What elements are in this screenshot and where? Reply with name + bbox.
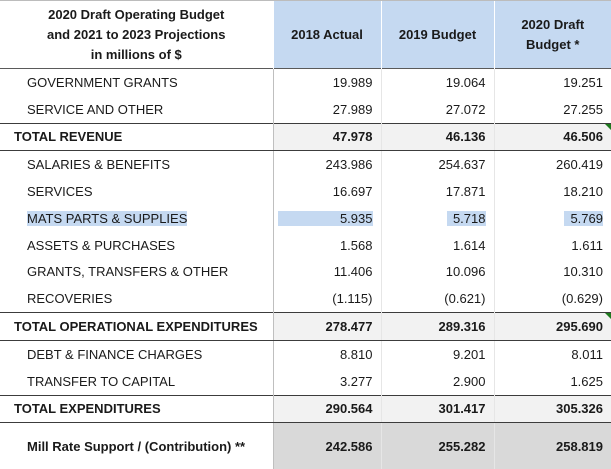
cell-2020[interactable]: 260.419 [494,151,611,178]
row-label[interactable]: TRANSFER TO CAPITAL [0,368,273,395]
total-row: TOTAL REVENUE 47.978 46.136 46.506 [0,123,611,151]
row-label[interactable]: TOTAL EXPENDITURES [0,395,273,423]
cell-2019[interactable]: 10.096 [381,259,494,286]
row-label[interactable]: SERVICES [0,178,273,205]
cell-2020[interactable]: 27.255 [494,96,611,123]
cell-2020[interactable]: 18.210 [494,178,611,205]
cell-value: 295.690 [556,319,603,334]
col-header-2020[interactable]: 2020 Draft Budget * [494,1,611,69]
cell-2018[interactable]: 1.568 [273,232,381,259]
cell-2019[interactable]: 27.072 [381,96,494,123]
row-label[interactable]: DEBT & FINANCE CHARGES [0,340,273,367]
cell-2020[interactable]: 1.625 [494,368,611,395]
cell-2020[interactable]: 258.819 [494,423,611,469]
cell-2019[interactable]: (0.621) [381,285,494,312]
cell-2019[interactable]: 289.316 [381,313,494,341]
table-row: SERVICES 16.697 17.871 18.210 [0,178,611,205]
cell-2019[interactable]: 1.614 [381,232,494,259]
cell-2018[interactable]: 242.586 [273,423,381,469]
header-row: 2020 Draft Operating Budget and 2021 to … [0,1,611,69]
mill-rate-row: Mill Rate Support / (Contribution) ** 24… [0,423,611,469]
row-label[interactable]: Mill Rate Support / (Contribution) ** [0,423,273,469]
table-title-header[interactable]: 2020 Draft Operating Budget and 2021 to … [0,1,273,69]
cell-2020[interactable]: 295.690 [494,313,611,341]
row-label[interactable]: TOTAL OPERATIONAL EXPENDITURES [0,313,273,341]
row-label[interactable]: GOVERNMENT GRANTS [0,69,273,96]
row-label[interactable]: MATS PARTS & SUPPLIES [0,205,273,232]
table-row: ASSETS & PURCHASES 1.568 1.614 1.611 [0,232,611,259]
cell-2018[interactable]: 8.810 [273,340,381,367]
cell-2020[interactable]: 5.769 [494,205,611,232]
cell-2018[interactable]: 19.989 [273,69,381,96]
cell-2020[interactable]: 8.011 [494,340,611,367]
total-row: TOTAL OPERATIONAL EXPENDITURES 278.477 2… [0,313,611,341]
row-label[interactable]: TOTAL REVENUE [0,123,273,151]
cell-2019[interactable]: 17.871 [381,178,494,205]
title-line-3: in millions of $ [0,45,273,65]
cell-2018[interactable]: 278.477 [273,313,381,341]
cell-2020[interactable]: (0.629) [494,285,611,312]
selected-text: 5.935 [278,211,373,226]
cell-2019[interactable]: 19.064 [381,69,494,96]
row-label[interactable]: RECOVERIES [0,285,273,312]
table-row: DEBT & FINANCE CHARGES 8.810 9.201 8.011 [0,340,611,367]
table-row: SALARIES & BENEFITS 243.986 254.637 260.… [0,151,611,178]
cell-2019[interactable]: 5.718 [381,205,494,232]
cell-2018[interactable]: 47.978 [273,123,381,151]
cell-2020[interactable]: 305.326 [494,395,611,423]
table-row: SERVICE AND OTHER 27.989 27.072 27.255 [0,96,611,123]
cell-value: 46.506 [563,129,603,144]
selected-text: MATS PARTS & SUPPLIES [27,211,187,226]
cell-2019[interactable]: 254.637 [381,151,494,178]
table-row: TRANSFER TO CAPITAL 3.277 2.900 1.625 [0,368,611,395]
cell-2019[interactable]: 9.201 [381,340,494,367]
table-row: GOVERNMENT GRANTS 19.989 19.064 19.251 [0,69,611,96]
selected-text: 5.718 [447,211,486,226]
col-header-2018[interactable]: 2018 Actual [273,1,381,69]
col-header-2019[interactable]: 2019 Budget [381,1,494,69]
cell-2018[interactable]: 243.986 [273,151,381,178]
cell-2018[interactable]: (1.115) [273,285,381,312]
title-line-1: 2020 Draft Operating Budget [0,5,273,25]
cell-2018[interactable]: 290.564 [273,395,381,423]
comment-indicator-icon [605,124,611,130]
row-label[interactable]: GRANTS, TRANSFERS & OTHER [0,259,273,286]
cell-2018[interactable]: 3.277 [273,368,381,395]
cell-2018[interactable]: 27.989 [273,96,381,123]
cell-2020[interactable]: 46.506 [494,123,611,151]
cell-2020[interactable]: 1.611 [494,232,611,259]
table-row-selected: MATS PARTS & SUPPLIES 5.935 5.718 5.769 [0,205,611,232]
title-line-2: and 2021 to 2023 Projections [0,25,273,45]
cell-2020[interactable]: 10.310 [494,259,611,286]
table-row: GRANTS, TRANSFERS & OTHER 11.406 10.096 … [0,259,611,286]
col-2020-line-1: 2020 Draft [495,15,611,35]
col-2020-line-2: Budget * [495,35,611,55]
cell-2020[interactable]: 19.251 [494,69,611,96]
selected-text: 5.769 [564,211,603,226]
table-row: RECOVERIES (1.115) (0.621) (0.629) [0,285,611,312]
cell-2018[interactable]: 16.697 [273,178,381,205]
total-row: TOTAL EXPENDITURES 290.564 301.417 305.3… [0,395,611,423]
cell-2019[interactable]: 2.900 [381,368,494,395]
cell-2018[interactable]: 5.935 [273,205,381,232]
row-label[interactable]: SALARIES & BENEFITS [0,151,273,178]
cell-2019[interactable]: 46.136 [381,123,494,151]
row-label[interactable]: SERVICE AND OTHER [0,96,273,123]
row-label[interactable]: ASSETS & PURCHASES [0,232,273,259]
cell-2019[interactable]: 301.417 [381,395,494,423]
comment-indicator-icon [605,313,611,319]
cell-2019[interactable]: 255.282 [381,423,494,469]
cell-2018[interactable]: 11.406 [273,259,381,286]
